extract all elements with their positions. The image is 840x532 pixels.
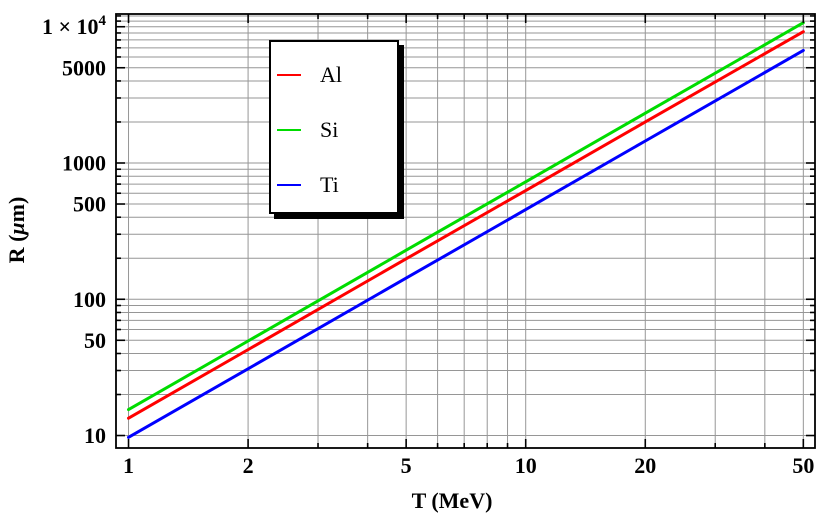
- series-line-si: [127, 21, 805, 412]
- legend-entry-ti: Ti: [271, 157, 397, 212]
- legend-entry-al: Al: [271, 47, 397, 102]
- x-axis-tick-label: 50: [792, 453, 814, 478]
- legend-label: Al: [320, 61, 342, 87]
- legend-label: Si: [320, 116, 339, 142]
- y-axis-title: R (μm): [4, 197, 29, 264]
- series-lines: [127, 21, 805, 439]
- legend-line-si: [277, 128, 301, 131]
- x-axis-tick-label: 2: [243, 453, 254, 478]
- axis-ticks: [116, 14, 815, 448]
- series-line-al: [127, 30, 805, 420]
- x-axis-tick-label: 10: [515, 453, 537, 478]
- series-line-ti: [127, 48, 805, 439]
- legend-line-al: [277, 73, 301, 76]
- legend-box: Al Si Ti: [269, 40, 399, 214]
- y-axis-tick-label: 1 × 104: [42, 13, 107, 39]
- y-axis-tick-label: 500: [73, 192, 106, 217]
- x-axis-tick-label: 5: [401, 453, 412, 478]
- plot-frame: [115, 13, 816, 449]
- legend-label: Ti: [320, 171, 339, 197]
- horizontal-gridlines: [116, 15, 815, 437]
- y-axis-tick-label: 10: [84, 423, 106, 448]
- tick-labels: 1 2 5 10 20 50 10 50 100 500 1000 5000 1 × 104: [42, 13, 814, 478]
- x-axis-tick-label: 1: [123, 453, 134, 478]
- x-axis-tick-label: 20: [634, 453, 656, 478]
- y-axis-tick-label: 100: [73, 287, 106, 312]
- y-axis-tick-label: 5000: [62, 55, 106, 80]
- y-axis-tick-label: 1000: [62, 150, 106, 175]
- legend-entry-si: Si: [271, 102, 397, 157]
- legend-line-ti: [277, 183, 301, 186]
- x-axis-title: T (MeV): [412, 488, 493, 513]
- y-axis-tick-label: 50: [84, 328, 106, 353]
